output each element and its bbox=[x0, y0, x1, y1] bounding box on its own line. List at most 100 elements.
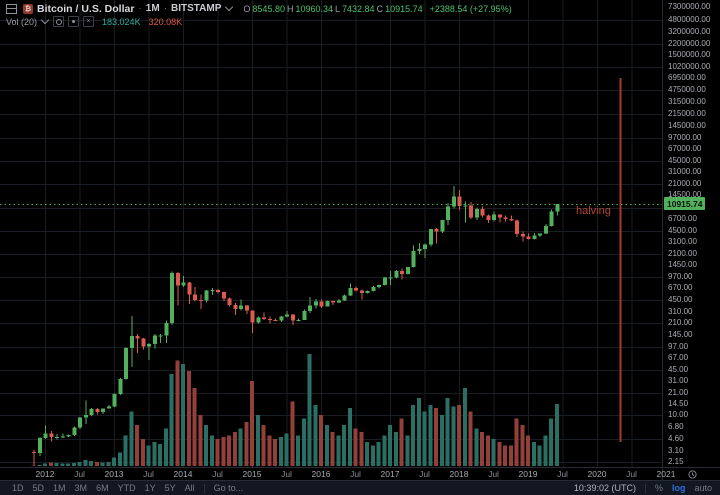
close-value: 10915.74 bbox=[385, 3, 423, 14]
volume-indicator-label[interactable]: Vol (20) bbox=[6, 16, 38, 27]
price-tick: 97000.00 bbox=[668, 132, 702, 142]
price-tick: 14500.00 bbox=[668, 190, 702, 200]
auto-scale-button[interactable]: auto bbox=[694, 483, 712, 493]
candles bbox=[32, 186, 560, 466]
symbol-row[interactable]: ₿ Bitcoin / U.S. Dollar · 1M · BITSTAMP … bbox=[6, 2, 512, 15]
separator: · bbox=[163, 3, 168, 14]
price-tick: 45.00 bbox=[668, 364, 689, 374]
open-value: 8545.80 bbox=[252, 3, 285, 14]
price-tick: 21.00 bbox=[668, 387, 689, 397]
range-button-3M[interactable]: 3M bbox=[74, 483, 88, 493]
price-tick: 67000.00 bbox=[668, 144, 702, 154]
price-tick: 31.00 bbox=[668, 376, 689, 386]
price-tick: 310.00 bbox=[668, 306, 693, 316]
time-tick: Jul bbox=[419, 469, 430, 479]
price-tick: 970.00 bbox=[668, 272, 693, 282]
time-tick: 2018 bbox=[449, 469, 469, 479]
time-tick: Jul bbox=[488, 469, 499, 479]
price-tick: 10.00 bbox=[668, 410, 689, 420]
price-tick: 1500000.00 bbox=[668, 50, 711, 60]
low-label: L bbox=[335, 3, 341, 14]
change-value: +2388.54 (+27.95%) bbox=[429, 3, 512, 14]
price-tick: 97.00 bbox=[668, 341, 689, 351]
bitcoin-logo-icon: ₿ bbox=[23, 3, 33, 14]
volume-ma-value: 320.08K bbox=[148, 16, 183, 27]
price-tick: 3100.00 bbox=[668, 237, 697, 246]
layout-grid-icon[interactable] bbox=[6, 3, 17, 14]
goto-button[interactable]: Go to... bbox=[213, 483, 244, 493]
range-button-1D[interactable]: 1D bbox=[12, 483, 24, 493]
log-scale-button[interactable]: log bbox=[671, 483, 686, 493]
clock-icon[interactable] bbox=[687, 470, 697, 479]
high-value: 10960.34 bbox=[295, 3, 334, 14]
range-button-5Y[interactable]: 5Y bbox=[164, 483, 176, 493]
volume-indicator-row[interactable]: Vol (20) × 183.024K 320.08K bbox=[6, 15, 512, 28]
time-tick: Jul bbox=[74, 469, 85, 479]
price-axis[interactable]: 10915.74 2.15 3.10 4.60 6.80 10.00 14.50 21.00… bbox=[662, 0, 720, 467]
time-tick: Jul bbox=[350, 469, 361, 479]
price-tick: 31000.00 bbox=[668, 167, 702, 177]
price-chart[interactable] bbox=[0, 0, 662, 467]
price-tick: 2200000.00 bbox=[668, 38, 711, 48]
time-tick: 2016 bbox=[311, 469, 331, 479]
divider bbox=[644, 483, 646, 493]
price-tick: 2.15 bbox=[668, 456, 684, 466]
price-tick: 4500.00 bbox=[668, 225, 697, 235]
time-tick: 2020 bbox=[587, 469, 607, 479]
axis-corner[interactable] bbox=[662, 468, 720, 481]
price-tick: 145.00 bbox=[668, 329, 693, 339]
open-label: O bbox=[243, 3, 251, 14]
price-tick: 14.50 bbox=[668, 399, 689, 409]
volume-value: 183.024K bbox=[102, 16, 141, 27]
price-tick: 4.60 bbox=[668, 433, 684, 443]
separator: · bbox=[138, 3, 142, 14]
price-tick: 670.00 bbox=[668, 283, 693, 293]
time-tick: Jul bbox=[212, 469, 223, 479]
time-tick: Jul bbox=[143, 469, 154, 479]
price-tick: 695000.00 bbox=[668, 73, 706, 83]
low-value: 7432.84 bbox=[342, 3, 375, 14]
time-tick: Jul bbox=[557, 469, 568, 479]
visibility-eye-icon[interactable] bbox=[53, 16, 65, 27]
range-selector: 1D 5D 1M 3M 6M YTD 1Y 5Y All bbox=[12, 483, 195, 493]
price-tick: 215000.00 bbox=[668, 108, 706, 118]
clock-time[interactable]: 10:39:02 (UTC) bbox=[573, 483, 636, 493]
chevron-down-icon[interactable] bbox=[225, 2, 234, 12]
percent-scale-button[interactable]: % bbox=[654, 483, 663, 493]
bottom-toolbar: 1D 5D 1M 3M 6M YTD 1Y 5Y All Go to... 10:39:02 (… bbox=[0, 480, 720, 495]
divider bbox=[203, 483, 205, 493]
range-button-YTD[interactable]: YTD bbox=[117, 483, 136, 493]
last-price-label: 10915.74 bbox=[664, 196, 706, 210]
price-tick: 1020000.00 bbox=[668, 61, 711, 71]
price-tick: 450.00 bbox=[668, 295, 693, 305]
range-button-All[interactable]: All bbox=[184, 483, 195, 493]
time-axis[interactable]: 2012 Jul 2013 Jul 2014 Jul 2015 Jul 2016 Jul 2017 J… bbox=[0, 467, 720, 481]
grid bbox=[0, 0, 662, 467]
price-tick: 3.10 bbox=[668, 445, 684, 455]
time-tick: 2021 bbox=[656, 469, 676, 479]
time-tick: 2012 bbox=[35, 469, 55, 479]
range-button-6M[interactable]: 6M bbox=[96, 483, 109, 493]
time-tick: 2019 bbox=[518, 469, 538, 479]
ohlc-values: O 8545.80 H 10960.34 L 7432.84 C 10915.74 bbox=[243, 4, 422, 14]
remove-indicator-icon[interactable]: × bbox=[83, 16, 95, 27]
exchange-label[interactable]: BITSTAMP bbox=[171, 3, 222, 14]
price-tick: 1450.00 bbox=[668, 259, 697, 269]
halving-annotation[interactable]: halving bbox=[576, 205, 611, 217]
chevron-down-icon[interactable] bbox=[40, 15, 50, 25]
range-button-5D[interactable]: 5D bbox=[32, 483, 45, 493]
price-tick: 67.00 bbox=[668, 352, 689, 362]
price-tick: 45000.00 bbox=[668, 156, 702, 166]
range-button-1M[interactable]: 1M bbox=[53, 483, 66, 493]
price-tick: 145000.00 bbox=[668, 120, 706, 130]
interval-label[interactable]: 1M bbox=[145, 3, 160, 14]
close-label: C bbox=[376, 3, 384, 14]
range-button-1Y[interactable]: 1Y bbox=[144, 483, 156, 493]
symbol-title[interactable]: Bitcoin / U.S. Dollar bbox=[37, 2, 135, 15]
chart-legend: ₿ Bitcoin / U.S. Dollar · 1M · BITSTAMP … bbox=[6, 2, 512, 28]
price-tick: 2100.00 bbox=[668, 248, 697, 258]
settings-gear-icon[interactable] bbox=[68, 16, 80, 27]
time-tick: Jul bbox=[281, 469, 292, 479]
price-tick: 4800000.00 bbox=[668, 14, 711, 24]
